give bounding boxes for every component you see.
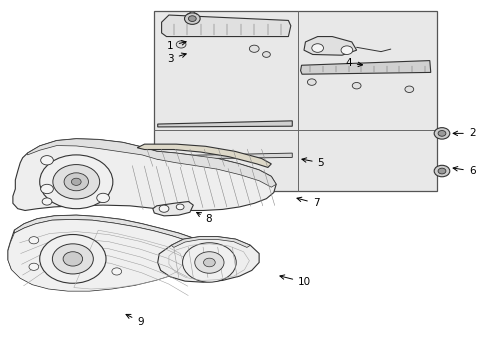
Text: 9: 9 [126,314,143,327]
Circle shape [41,156,53,165]
Polygon shape [13,139,276,211]
Polygon shape [153,202,193,216]
Text: 4: 4 [345,58,362,68]
Polygon shape [27,139,276,187]
Circle shape [203,258,215,267]
Polygon shape [158,153,292,159]
Circle shape [188,16,196,22]
Polygon shape [137,144,271,167]
Text: 6: 6 [452,166,474,176]
Circle shape [29,237,39,244]
Circle shape [52,244,93,274]
Polygon shape [158,121,292,127]
Circle shape [112,268,122,275]
Polygon shape [8,215,204,291]
Circle shape [249,45,259,52]
Circle shape [433,128,449,139]
Polygon shape [304,37,356,55]
Circle shape [71,178,81,185]
Circle shape [63,252,82,266]
Polygon shape [8,220,203,291]
Text: 10: 10 [279,275,311,287]
Circle shape [311,44,323,52]
Circle shape [340,46,352,54]
Polygon shape [161,15,290,37]
Circle shape [53,165,100,199]
Circle shape [97,193,109,203]
Circle shape [184,13,200,24]
Polygon shape [154,12,436,191]
Text: 8: 8 [196,212,212,224]
Text: 1: 1 [167,41,186,50]
Circle shape [64,173,88,191]
Text: 7: 7 [296,197,319,208]
Circle shape [262,51,270,57]
Circle shape [182,243,236,282]
Circle shape [42,198,52,205]
Circle shape [29,263,39,270]
Polygon shape [171,237,250,247]
Circle shape [307,79,316,85]
Polygon shape [14,215,203,245]
Circle shape [176,41,185,48]
Circle shape [41,184,53,194]
Circle shape [194,252,224,273]
Circle shape [404,86,413,93]
Circle shape [433,165,449,177]
Text: 3: 3 [167,53,186,64]
Polygon shape [158,237,259,282]
Circle shape [437,168,445,174]
Circle shape [176,204,183,210]
Text: 5: 5 [301,158,324,168]
Text: 2: 2 [452,129,474,138]
Circle shape [351,82,360,89]
Circle shape [437,131,445,136]
Circle shape [159,205,168,212]
Circle shape [40,234,106,283]
Circle shape [40,155,113,209]
Polygon shape [300,60,430,74]
